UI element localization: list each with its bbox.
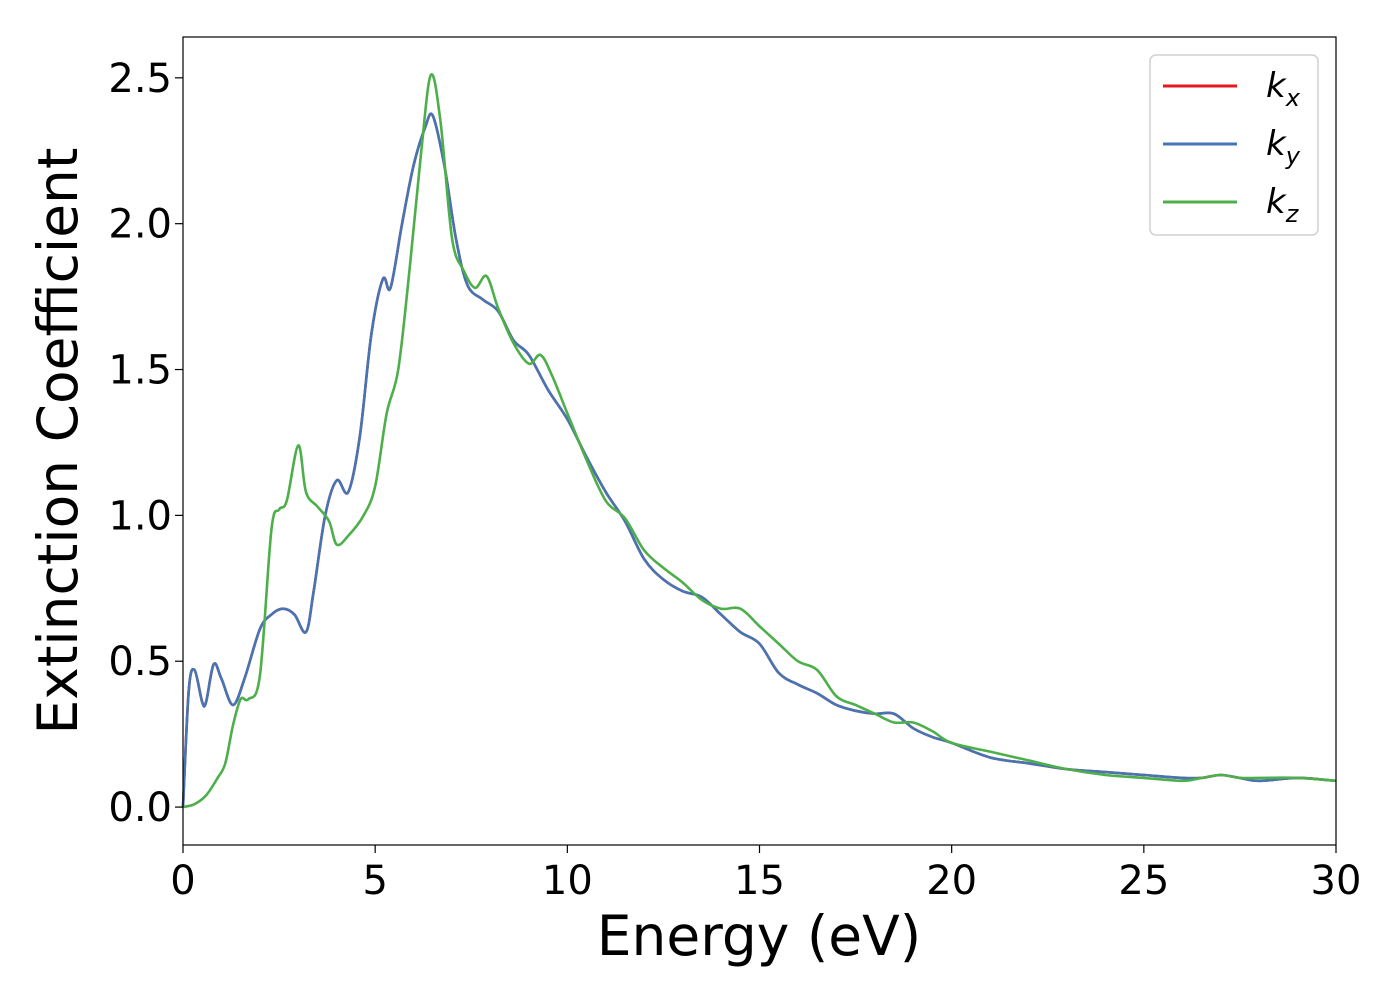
y-tick-label: 0.5 <box>108 639 172 685</box>
series-line-kz <box>182 73 1337 809</box>
y-axis-label: Extinction Coefficient <box>26 148 90 735</box>
x-tick-label: 5 <box>362 858 387 904</box>
x-tick-label: 10 <box>542 858 593 904</box>
x-axis: 0 5 10 15 20 25 30 <box>170 845 1361 904</box>
y-tick-label: 2.5 <box>108 56 172 102</box>
y-tick-label: 1.5 <box>108 348 172 394</box>
x-tick-label: 0 <box>170 858 195 904</box>
x-tick-label: 25 <box>1118 858 1169 904</box>
series-line-ky <box>181 112 1337 808</box>
x-axis-label: Energy (eV) <box>597 904 921 968</box>
x-tick-label: 15 <box>734 858 785 904</box>
x-tick-label: 30 <box>1311 858 1362 904</box>
legend-label-ky: ky <box>1266 124 1301 170</box>
y-axis: 0.0 0.5 1.0 1.5 2.0 2.5 <box>108 56 183 831</box>
series-layer <box>181 73 1337 809</box>
legend-label-kx: kx <box>1266 66 1301 112</box>
legend-label-kz: kz <box>1266 182 1300 228</box>
x-tick-label: 20 <box>926 858 977 904</box>
y-tick-label: 1.0 <box>108 493 172 539</box>
y-tick-label: 0.0 <box>108 785 172 831</box>
y-tick-label: 2.0 <box>108 202 172 248</box>
legend: kx ky kz <box>1149 54 1319 236</box>
